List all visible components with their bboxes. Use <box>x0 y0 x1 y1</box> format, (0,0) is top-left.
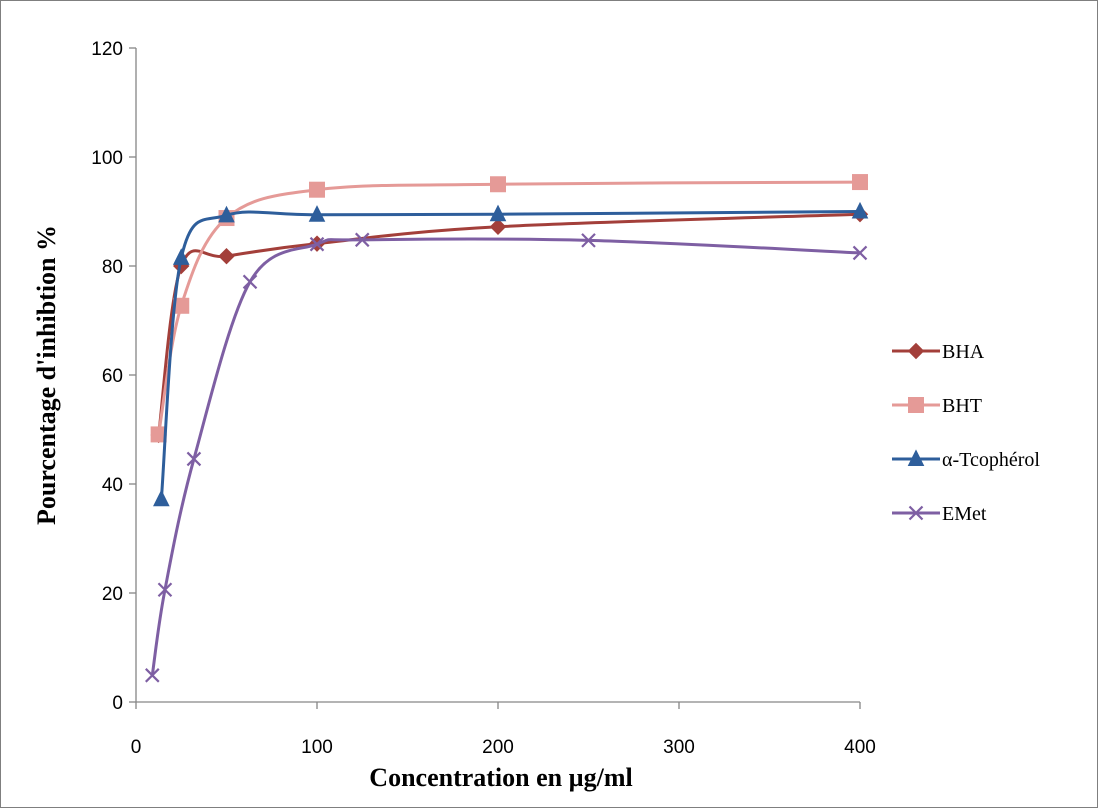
legend-marker <box>908 505 924 521</box>
x-tick-label: 200 <box>482 737 514 758</box>
data-point-bht <box>490 176 506 193</box>
legend-item-bha: BHA <box>892 341 985 363</box>
series-layer <box>145 174 869 683</box>
x-tick-label: 100 <box>301 737 333 758</box>
y-tick-label: 100 <box>91 148 123 169</box>
data-point-emet <box>309 236 325 252</box>
y-tick-label: 120 <box>91 39 123 60</box>
legend-marker <box>907 342 925 360</box>
series-bha <box>150 206 869 444</box>
y-tick-label: 20 <box>102 584 123 605</box>
data-point-alpha-tocopherol <box>153 489 170 507</box>
data-point-alpha-tocopherol <box>851 201 869 219</box>
data-point-emet <box>852 245 868 261</box>
legend-item-bht: BHT <box>892 395 982 417</box>
data-point-emet <box>145 668 160 683</box>
y-tick-label: 80 <box>102 257 123 278</box>
data-point-alpha-tocopherol <box>308 205 326 222</box>
data-point-alpha-tocopherol <box>218 205 235 223</box>
x-tick-label: 400 <box>844 737 876 758</box>
legend-label: BHA <box>942 341 985 363</box>
data-point-alpha-tocopherol <box>489 204 507 222</box>
series-line-emet <box>150 237 862 677</box>
data-point-bha <box>489 218 507 235</box>
data-point-bht <box>309 181 325 198</box>
legend-item-alpha-tocopherol: α-Tcophérol <box>892 449 1040 471</box>
data-point-bha <box>218 247 235 265</box>
legend-marker <box>907 449 925 466</box>
data-point-emet <box>242 274 258 290</box>
x-tick-label: 300 <box>663 737 695 758</box>
legend-label: α-Tcophérol <box>942 449 1040 471</box>
legend-marker <box>908 397 924 413</box>
legend-item-emet: EMet <box>892 503 987 525</box>
data-point-emet <box>186 451 202 467</box>
y-tick-label: 40 <box>102 475 123 496</box>
data-point-emet <box>157 582 173 598</box>
legend-label: EMet <box>942 503 987 525</box>
y-tick-label: 0 <box>112 693 123 714</box>
y-axis-title: Pourcentage d'inhibtion % <box>32 225 61 525</box>
y-tick-label: 60 <box>102 366 123 387</box>
series-line-alpha-tocopherol <box>159 210 862 501</box>
data-point-bht <box>852 174 868 191</box>
series-line-bht <box>157 180 862 436</box>
axes: 0 20 40 60 80 100 120 0 100 200 300 400 <box>91 39 876 758</box>
legend-label: BHT <box>942 395 982 417</box>
data-point-emet <box>354 232 370 248</box>
data-point-emet <box>581 233 596 248</box>
series-emet <box>145 232 868 683</box>
data-point-alpha-tocopherol <box>172 248 190 265</box>
x-axis-title: Concentration en µg/ml <box>369 763 632 792</box>
series-alpha-tocopherol <box>153 201 869 507</box>
x-tick-label: 0 <box>131 737 142 758</box>
legend: BHA BHT α-Tcophérol EMet <box>892 341 1040 525</box>
